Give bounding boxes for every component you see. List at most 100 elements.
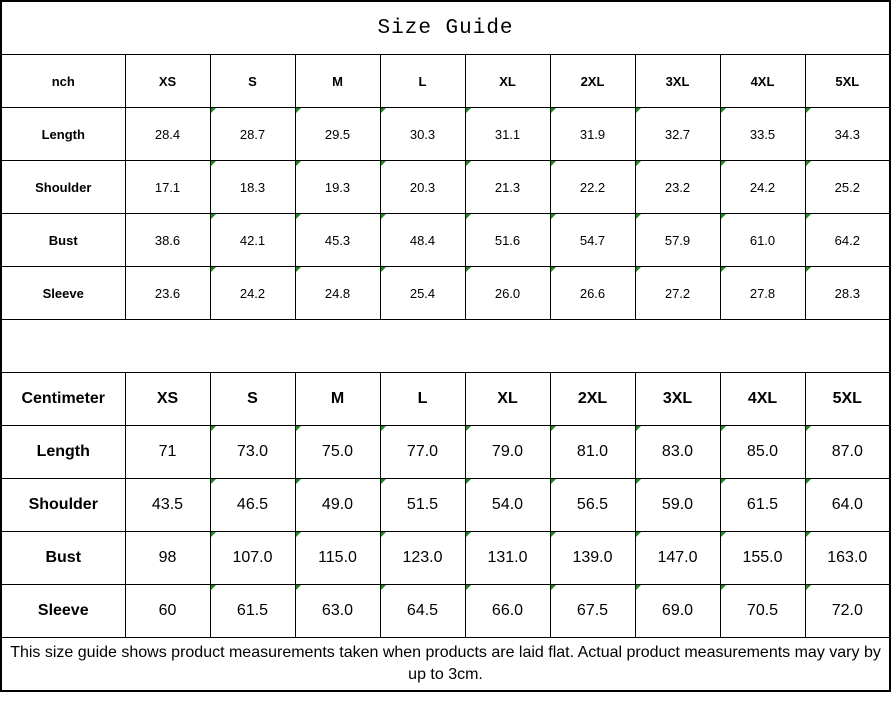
page-title: Size Guide (0, 0, 891, 55)
measurement-value: 64.2 (804, 213, 891, 267)
measurement-value: 30.3 (379, 107, 466, 161)
measurement-value: 81.0 (549, 425, 636, 479)
size-header: M (294, 54, 381, 108)
footer-row: This size guide shows product measuremen… (0, 637, 891, 692)
size-header: XL (464, 54, 551, 108)
cm-table-row: Shoulder 43.5 46.5 49.0 51.5 54.0 56.5 59.0 61.5… (0, 478, 891, 532)
measurement-value: 33.5 (719, 107, 806, 161)
size-header: 4XL (719, 54, 806, 108)
measurement-value: 61.5 (209, 584, 296, 638)
measurement-value: 75.0 (294, 425, 381, 479)
measurement-label: Sleeve (0, 266, 126, 320)
inch-table-row: Length 28.4 28.7 29.5 30.3 31.1 31.9 32.7 33.5 34… (0, 107, 891, 161)
measurement-value: 147.0 (634, 531, 721, 585)
measurement-value: 21.3 (464, 160, 551, 214)
measurement-value: 24.2 (209, 266, 296, 320)
size-header: L (379, 372, 466, 426)
measurement-value: 26.6 (549, 266, 636, 320)
size-header: L (379, 54, 466, 108)
size-header: S (209, 372, 296, 426)
inch-table-row: Sleeve 23.6 24.2 24.8 25.4 26.0 26.6 27.2 27.8 28… (0, 266, 891, 320)
measurement-value: 26.0 (464, 266, 551, 320)
unit-header: Centimeter (0, 372, 126, 426)
measurement-value: 54.0 (464, 478, 551, 532)
size-header: 5XL (804, 372, 891, 426)
measurement-value: 69.0 (634, 584, 721, 638)
measurement-label: Shoulder (0, 160, 126, 214)
measurement-value: 59.0 (634, 478, 721, 532)
measurement-value: 57.9 (634, 213, 721, 267)
measurement-value: 79.0 (464, 425, 551, 479)
measurement-value: 67.5 (549, 584, 636, 638)
measurement-value: 32.7 (634, 107, 721, 161)
measurement-value: 60 (124, 584, 211, 638)
measurement-value: 22.2 (549, 160, 636, 214)
measurement-value: 48.4 (379, 213, 466, 267)
measurement-value: 24.8 (294, 266, 381, 320)
size-header: 2XL (549, 54, 636, 108)
measurement-value: 27.2 (634, 266, 721, 320)
size-header: 5XL (804, 54, 891, 108)
measurement-value: 123.0 (379, 531, 466, 585)
measurement-value: 31.1 (464, 107, 551, 161)
measurement-value: 64.0 (804, 478, 891, 532)
measurement-value: 139.0 (549, 531, 636, 585)
size-header: XS (124, 372, 211, 426)
inch-table-header-row: nch XS S M L XL 2XL 3XL 4XL 5XL (0, 54, 891, 108)
measurement-value: 98 (124, 531, 211, 585)
measurement-label: Length (0, 425, 126, 479)
measurement-value: 63.0 (294, 584, 381, 638)
measurement-label: Shoulder (0, 478, 126, 532)
measurement-value: 45.3 (294, 213, 381, 267)
measurement-value: 54.7 (549, 213, 636, 267)
size-header: XL (464, 372, 551, 426)
measurement-value: 61.5 (719, 478, 806, 532)
measurement-value: 83.0 (634, 425, 721, 479)
measurement-value: 29.5 (294, 107, 381, 161)
measurement-label: Bust (0, 213, 126, 267)
measurement-value: 131.0 (464, 531, 551, 585)
size-header: XS (124, 54, 211, 108)
measurement-value: 71 (124, 425, 211, 479)
measurement-value: 23.6 (124, 266, 211, 320)
measurement-value: 85.0 (719, 425, 806, 479)
measurement-value: 34.3 (804, 107, 891, 161)
measurement-value: 73.0 (209, 425, 296, 479)
measurement-value: 46.5 (209, 478, 296, 532)
measurement-value: 163.0 (804, 531, 891, 585)
measurement-label: Length (0, 107, 126, 161)
inch-table-row: Bust 38.6 42.1 45.3 48.4 51.6 54.7 57.9 61.0 64.2 (0, 213, 891, 267)
measurement-value: 77.0 (379, 425, 466, 479)
measurement-value: 72.0 (804, 584, 891, 638)
size-header: 2XL (549, 372, 636, 426)
footer-note: This size guide shows product measuremen… (0, 637, 891, 692)
size-header: S (209, 54, 296, 108)
measurement-value: 31.9 (549, 107, 636, 161)
measurement-value: 18.3 (209, 160, 296, 214)
measurement-value: 23.2 (634, 160, 721, 214)
measurement-value: 38.6 (124, 213, 211, 267)
measurement-value: 27.8 (719, 266, 806, 320)
measurement-value: 20.3 (379, 160, 466, 214)
cm-table-row: Sleeve 60 61.5 63.0 64.5 66.0 67.5 69.0 70.5 72.0 (0, 584, 891, 638)
inch-table-row: Shoulder 17.1 18.3 19.3 20.3 21.3 22.2 23.2 24.2… (0, 160, 891, 214)
measurement-value: 66.0 (464, 584, 551, 638)
measurement-value: 115.0 (294, 531, 381, 585)
measurement-value: 28.7 (209, 107, 296, 161)
measurement-value: 51.6 (464, 213, 551, 267)
size-header: 3XL (634, 54, 721, 108)
cm-table-row: Bust 98 107.0 115.0 123.0 131.0 139.0 147.0 155.… (0, 531, 891, 585)
measurement-value: 49.0 (294, 478, 381, 532)
measurement-value: 56.5 (549, 478, 636, 532)
measurement-value: 70.5 (719, 584, 806, 638)
measurement-label: Bust (0, 531, 126, 585)
measurement-value: 61.0 (719, 213, 806, 267)
measurement-label: Sleeve (0, 584, 126, 638)
size-header: M (294, 372, 381, 426)
measurement-value: 28.3 (804, 266, 891, 320)
measurement-value: 42.1 (209, 213, 296, 267)
measurement-value: 25.2 (804, 160, 891, 214)
measurement-value: 64.5 (379, 584, 466, 638)
cm-table-row: Length 71 73.0 75.0 77.0 79.0 81.0 83.0 85.0 87.0 (0, 425, 891, 479)
